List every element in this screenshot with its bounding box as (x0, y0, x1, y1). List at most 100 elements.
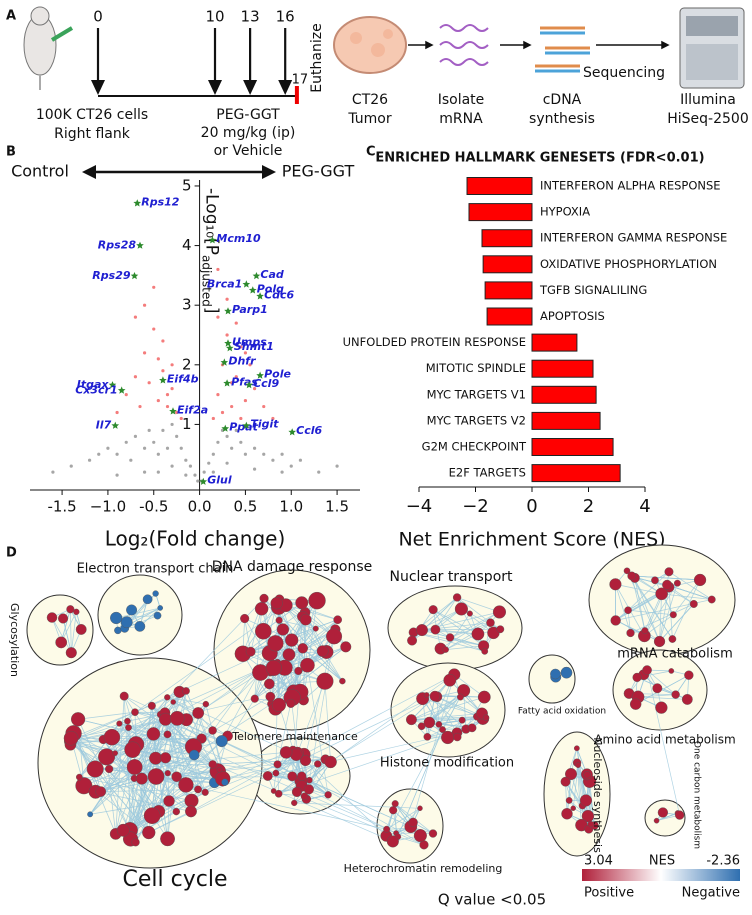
edge (615, 620, 660, 642)
gene-point (225, 461, 229, 465)
edge (267, 695, 436, 777)
node (285, 633, 299, 647)
x-tick-label: −4 (406, 496, 433, 517)
node (116, 823, 130, 837)
node (146, 727, 161, 741)
node (282, 648, 296, 661)
node (405, 714, 417, 726)
node (259, 593, 269, 603)
gene-label: Itgax (77, 378, 110, 391)
gene-point (188, 464, 193, 468)
gene-point (216, 315, 220, 319)
y-axis-label-part: ] (202, 307, 222, 314)
node (152, 590, 159, 597)
edge (165, 719, 206, 793)
tumor-icon (333, 16, 407, 74)
node (573, 745, 580, 752)
bar (531, 411, 601, 430)
edge (445, 645, 484, 651)
node (275, 616, 283, 624)
gene-point (252, 387, 257, 391)
cluster (390, 662, 506, 758)
gene-marker (242, 280, 251, 288)
gene-point (129, 458, 133, 462)
gene-point (133, 375, 138, 379)
cluster (97, 574, 183, 656)
gene-point (175, 434, 179, 438)
x-tick-label: 1.0 (279, 498, 303, 516)
edge (148, 775, 268, 833)
node (142, 594, 153, 605)
node (172, 807, 180, 816)
gene-point (161, 339, 165, 343)
node (453, 732, 462, 742)
node (103, 728, 121, 746)
node (389, 806, 398, 815)
edge (659, 583, 678, 642)
node (623, 567, 631, 575)
gene-point (280, 452, 284, 456)
x-tick-label: 1.5 (325, 498, 349, 516)
legend-min: -2.36 (706, 854, 740, 869)
cluster-label: Nuclear transport (389, 569, 513, 585)
node (565, 768, 577, 781)
node (55, 636, 68, 649)
edge (411, 713, 482, 721)
node (135, 772, 148, 785)
y-tick-label: 5 (182, 176, 192, 194)
cluster-label: Fatty acid oxidation (518, 707, 606, 717)
node (116, 720, 123, 727)
node (95, 786, 107, 797)
gene-label: Eif4b (167, 372, 199, 385)
edge (126, 607, 161, 623)
gene-point (216, 267, 220, 272)
node (125, 724, 132, 731)
gene-point (124, 440, 128, 444)
injection-label: 100K CT26 cells (36, 107, 148, 123)
gene-label: Umps (232, 335, 267, 348)
edge (156, 703, 272, 780)
node (383, 825, 391, 833)
edge (128, 698, 255, 728)
node (428, 829, 438, 838)
node (668, 668, 675, 674)
bar (531, 333, 578, 352)
gene-point (196, 479, 200, 483)
gene-point (280, 470, 284, 474)
node (120, 616, 133, 629)
end-marker (294, 86, 299, 104)
gene-point (170, 464, 174, 468)
node (86, 760, 104, 778)
gene-point (152, 327, 156, 331)
treatment-label: PEG-GGT (216, 107, 280, 123)
edge (627, 571, 670, 611)
gene-label: Shmt1 (234, 340, 274, 353)
step-label: mRNA (439, 111, 483, 127)
node (124, 741, 141, 758)
edge (176, 760, 306, 778)
gene-point (156, 398, 160, 403)
node (632, 672, 642, 682)
gene-label: Ccl9 (253, 377, 279, 390)
edge (461, 608, 494, 634)
category-label: MYC TARGETS V2 (427, 413, 526, 427)
edge (324, 681, 331, 762)
bar (482, 255, 533, 274)
step-label: synthesis (529, 111, 595, 127)
gene-marker (208, 236, 217, 244)
node (308, 591, 326, 610)
cluster-label: One carbon metabolism (692, 741, 702, 849)
gene-label: Cad (260, 268, 283, 281)
edge (73, 732, 166, 759)
node (279, 746, 293, 759)
node (147, 701, 156, 710)
node (624, 606, 632, 615)
gene-point (142, 446, 147, 450)
node (627, 571, 637, 581)
day-label: 10 (205, 8, 224, 26)
node (655, 587, 668, 601)
bar (531, 385, 597, 404)
node (66, 605, 75, 614)
gene-point (152, 285, 156, 289)
edge (386, 807, 421, 830)
